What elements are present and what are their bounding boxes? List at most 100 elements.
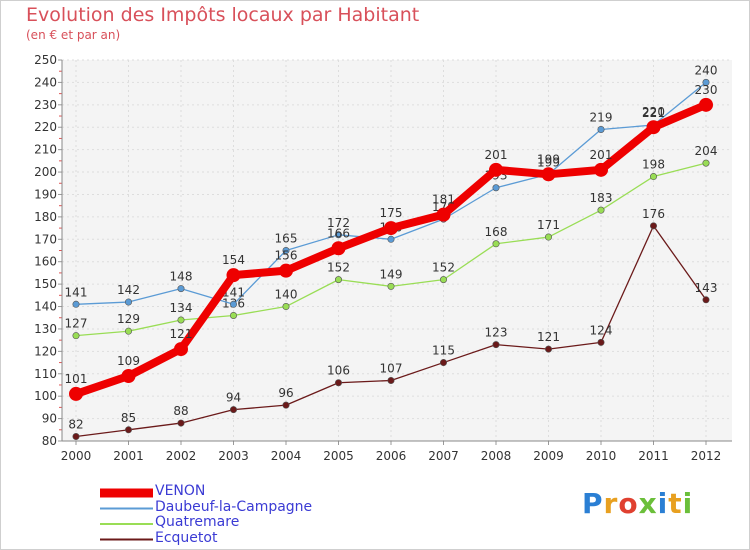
data-label: 94 — [226, 391, 241, 405]
y-tick-label: 100 — [34, 389, 57, 403]
x-tick-label: 2010 — [586, 449, 617, 463]
x-tick-label: 2001 — [113, 449, 144, 463]
data-point — [387, 376, 395, 384]
y-tick-label: 90 — [42, 412, 57, 426]
data-point — [177, 285, 185, 293]
data-point — [544, 345, 552, 353]
data-label: 152 — [432, 261, 455, 275]
legend-item-label: Ecquetot — [155, 529, 218, 546]
data-point — [492, 341, 500, 349]
data-point — [279, 263, 293, 278]
logo-letter: r — [603, 487, 619, 520]
data-point — [282, 303, 290, 311]
data-point — [334, 231, 342, 239]
data-point — [597, 125, 605, 133]
data-point — [334, 276, 342, 284]
data-point — [387, 282, 395, 290]
data-point — [226, 268, 241, 283]
data-label: 183 — [590, 191, 613, 205]
data-point — [72, 433, 80, 441]
data-point — [492, 184, 500, 192]
data-point — [72, 300, 80, 308]
y-tick-label: 250 — [34, 53, 57, 67]
y-tick-label: 180 — [34, 210, 57, 224]
data-label: 148 — [170, 270, 193, 284]
data-point — [334, 379, 342, 387]
data-label: 134 — [170, 301, 193, 315]
x-tick-label: 2011 — [638, 449, 669, 463]
data-label: 127 — [65, 317, 88, 331]
data-point — [439, 359, 447, 367]
y-tick-label: 160 — [34, 255, 57, 269]
data-label: 85 — [121, 411, 136, 425]
data-point — [282, 247, 290, 255]
data-point — [177, 419, 185, 427]
data-label: 101 — [65, 372, 88, 386]
y-tick-label: 200 — [34, 165, 57, 179]
data-label: 176 — [642, 207, 665, 221]
data-label: 181 — [432, 193, 455, 207]
data-label: 219 — [590, 110, 613, 124]
logo-text: Proxiti — [582, 487, 693, 520]
x-tick-label: 2003 — [218, 449, 249, 463]
data-label: 142 — [117, 283, 140, 297]
data-label: 204 — [695, 144, 718, 158]
data-point — [541, 167, 556, 182]
data-point — [177, 316, 185, 324]
data-point — [387, 235, 395, 243]
data-point — [230, 300, 238, 308]
data-label: 149 — [380, 267, 403, 281]
legend-item-label: Daubeuf-la-Campagne — [155, 498, 313, 515]
data-point — [436, 207, 451, 222]
y-tick-label: 80 — [42, 434, 57, 448]
data-label: 88 — [173, 404, 188, 418]
data-point — [646, 120, 661, 135]
data-label: 141 — [65, 285, 88, 299]
data-label: 106 — [327, 364, 350, 378]
legend-item-label: VENON — [155, 483, 206, 499]
logo-letter: o — [618, 487, 639, 520]
y-tick-label: 240 — [34, 75, 57, 89]
data-label: 171 — [537, 218, 560, 232]
x-tick-label: 2005 — [323, 449, 354, 463]
data-label: 109 — [117, 354, 140, 368]
x-tick-label: 2008 — [481, 449, 512, 463]
proxiti-logo: Proxiti — [582, 487, 693, 520]
data-point — [331, 241, 346, 256]
chart-title: Evolution des Impôts locaux par Habitant — [26, 4, 420, 26]
data-label: 156 — [275, 249, 298, 263]
y-tick-label: 220 — [34, 120, 57, 134]
data-label: 221 — [642, 106, 665, 120]
x-tick-label: 2012 — [691, 449, 722, 463]
logo-letter: x — [638, 487, 658, 520]
data-point — [230, 406, 238, 414]
data-label: 123 — [485, 326, 508, 340]
x-tick-label: 2000 — [61, 449, 92, 463]
data-point — [125, 298, 133, 306]
data-point — [702, 78, 710, 86]
data-point — [489, 162, 503, 177]
y-tick-label: 120 — [34, 344, 57, 358]
x-tick-label: 2004 — [271, 449, 302, 463]
data-point — [384, 221, 398, 236]
data-label: 143 — [695, 281, 718, 295]
data-point — [69, 386, 83, 401]
data-point — [597, 206, 605, 214]
data-label: 140 — [275, 288, 298, 302]
y-tick-label: 150 — [34, 277, 57, 291]
data-label: 172 — [327, 216, 350, 230]
data-point — [282, 401, 290, 409]
data-label: 198 — [642, 158, 665, 172]
data-point — [174, 342, 188, 357]
data-label: 199 — [537, 155, 560, 169]
y-tick-label: 130 — [34, 322, 57, 336]
data-label: 220 — [642, 105, 665, 119]
y-tick-label: 170 — [34, 232, 57, 246]
data-label: 129 — [117, 312, 140, 326]
logo-letter: i — [682, 487, 694, 520]
data-label: 154 — [222, 253, 245, 267]
data-label: 230 — [695, 83, 718, 97]
x-tick-label: 2002 — [166, 449, 197, 463]
data-label: 82 — [68, 418, 83, 432]
